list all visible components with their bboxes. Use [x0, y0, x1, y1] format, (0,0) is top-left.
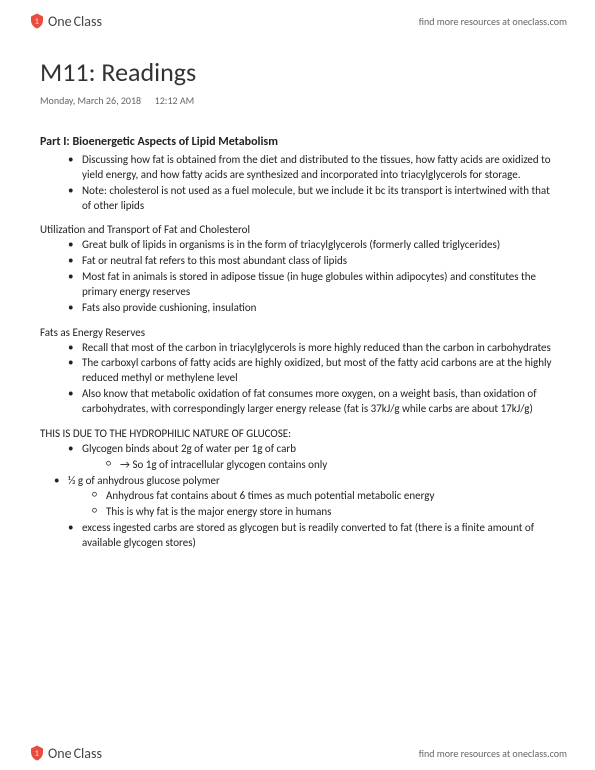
document-date: Monday, March 26, 2018 [40, 94, 141, 107]
list-item: Fats also provide cushioning, insulation [68, 301, 555, 316]
list-item-text: Glycogen binds about 2g of water per 1g … [82, 442, 296, 455]
resources-link-footer[interactable]: find more resources at oneclass.com [419, 747, 567, 760]
section-heading-fats: Fats as Energy Reserves [40, 326, 555, 339]
bullet-list: Discussing how fat is obtained from the … [40, 153, 555, 213]
logo-text-one-footer: One [48, 745, 72, 762]
list-item: Most fat in animals is stored in adipose… [68, 270, 555, 300]
bullet-list: Glycogen binds about 2g of water per 1g … [40, 442, 555, 551]
list-item: Great bulk of lipids in organisms is in … [68, 238, 555, 253]
document-content: M11: Readings Monday, March 26, 2018 12:… [0, 38, 595, 551]
brand-logo-footer: 1 OneClass [28, 744, 102, 762]
document-time: 12:12 AM [155, 94, 195, 107]
list-item-text: ⅓ g of anhydrous glucose polymer [54, 474, 220, 487]
sub-list-item: → So 1g of intracellular glycogen contai… [106, 458, 555, 473]
svg-text:1: 1 [35, 16, 39, 25]
list-item: The carboxyl carbons of fatty acids are … [68, 356, 555, 386]
list-item: Fat or neutral fat refers to this most a… [68, 254, 555, 269]
section-heading-part1: Part I: Bioenergetic Aspects of Lipid Me… [40, 135, 555, 149]
list-item: Recall that most of the carbon in triacy… [68, 341, 555, 356]
logo-text-one: One [48, 13, 72, 30]
list-item: excess ingested carbs are stored as glyc… [68, 521, 555, 551]
list-item: Discussing how fat is obtained from the … [68, 153, 555, 183]
logo-badge-icon: 1 [28, 12, 46, 30]
page-header: 1 OneClass find more resources at onecla… [0, 0, 595, 38]
list-item: Note: cholesterol is not used as a fuel … [68, 184, 555, 214]
resources-link[interactable]: find more resources at oneclass.com [419, 15, 567, 28]
svg-text:1: 1 [35, 748, 39, 757]
logo-text-class: Class [74, 13, 102, 30]
document-datetime: Monday, March 26, 2018 12:12 AM [40, 94, 555, 107]
list-item: Glycogen binds about 2g of water per 1g … [68, 442, 555, 473]
sub-list-item: This is why fat is the major energy stor… [92, 505, 555, 520]
brand-logo: 1 OneClass [28, 12, 102, 30]
bullet-list: Recall that most of the carbon in triacy… [40, 341, 555, 417]
sub-list: Anhydrous fat contains about 6 times as … [54, 489, 555, 520]
page-footer: 1 OneClass find more resources at onecla… [0, 744, 595, 762]
sub-list: → So 1g of intracellular glycogen contai… [82, 458, 555, 473]
section-heading-utilization: Utilization and Transport of Fat and Cho… [40, 223, 555, 236]
list-item: Also know that metabolic oxidation of fa… [68, 387, 555, 417]
logo-badge-icon: 1 [28, 744, 46, 762]
section-heading-hydrophilic: THIS IS DUE TO THE HYDROPHILIC NATURE OF… [40, 427, 555, 440]
bullet-list: Great bulk of lipids in organisms is in … [40, 238, 555, 315]
list-item: ⅓ g of anhydrous glucose polymer Anhydro… [54, 474, 555, 521]
page-title: M11: Readings [40, 56, 555, 88]
logo-text-class-footer: Class [74, 745, 102, 762]
sub-list-item: Anhydrous fat contains about 6 times as … [92, 489, 555, 504]
